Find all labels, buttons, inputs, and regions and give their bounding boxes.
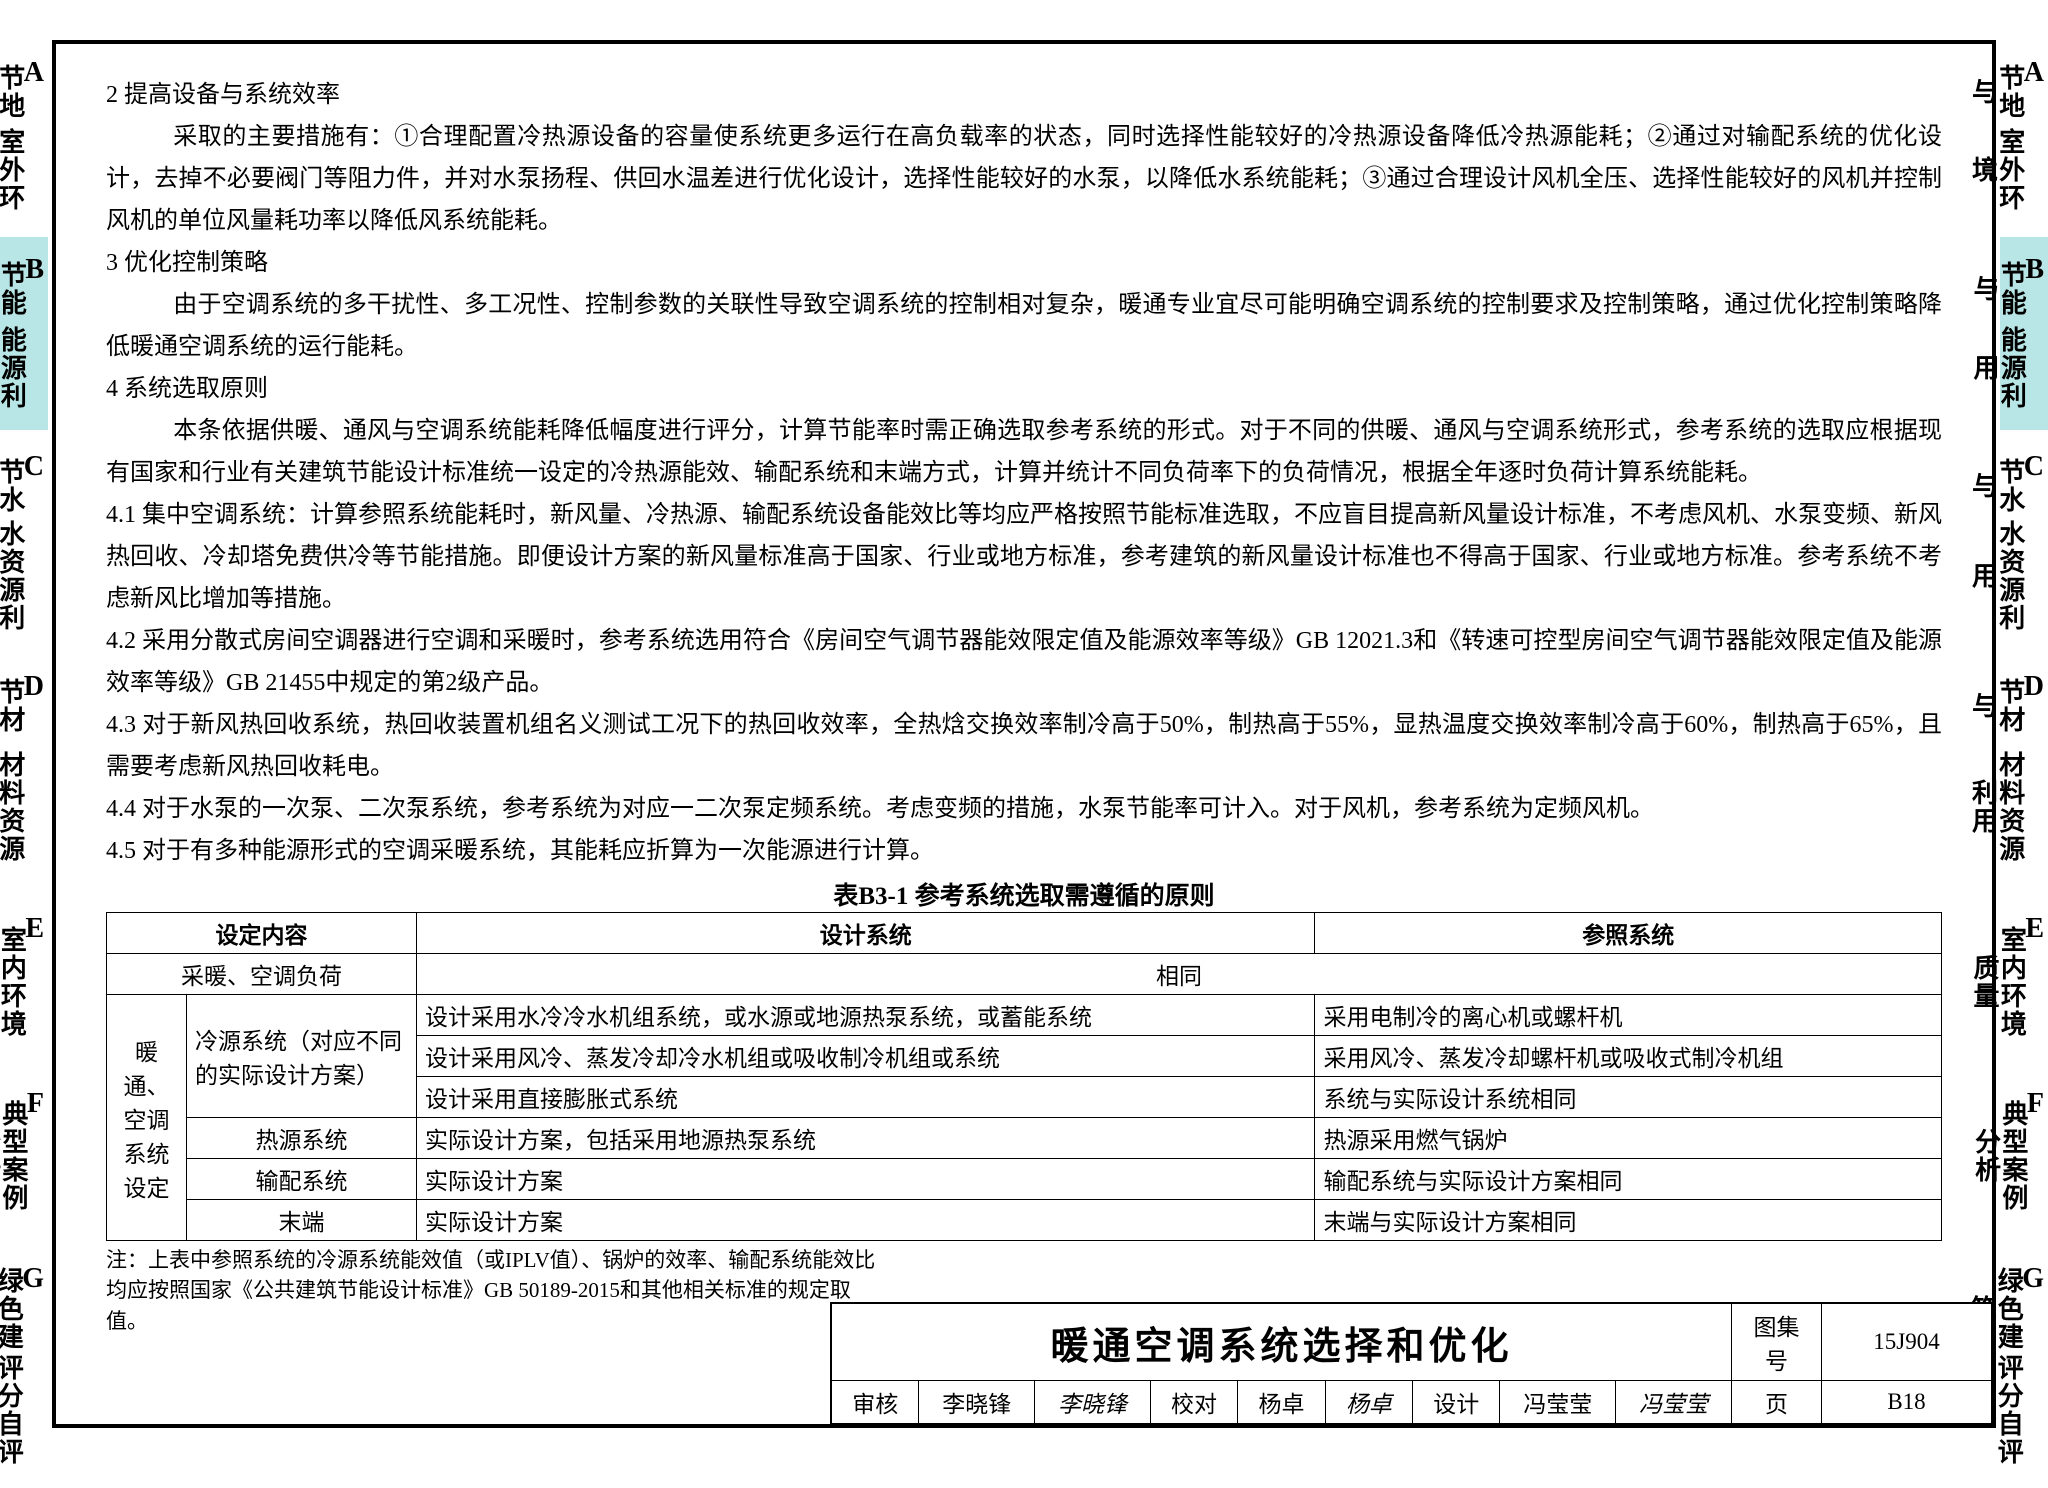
doc-title: 暖通空调系统选择和优化 <box>832 1304 1732 1381</box>
table-row: 热源系统 实际设计方案，包括采用地源热泵系统 热源采用燃气锅炉 <box>107 1118 1942 1159</box>
side-tab-c[interactable]: C水资源利用节水与 <box>2000 434 2048 650</box>
side-tab-a[interactable]: A室外环境节地与 <box>2000 40 2048 233</box>
para-4-2: 4.2 采用分散式房间空调器进行空调和采暖时，参考系统选用符合《房间空气调节器能… <box>106 620 1942 704</box>
table-row: 输配系统 实际设计方案 输配系统与实际设计方案相同 <box>107 1159 1942 1200</box>
cell: 设计采用直接膨胀式系统 <box>417 1077 1315 1118</box>
footnote: 注：上表中参照系统的冷源系统能效值（或IPLV值）、锅炉的效率、输配系统能效比均… <box>106 1245 877 1336</box>
page-label: 页 <box>1732 1381 1822 1424</box>
cell: 实际设计方案，包括采用地源热泵系统 <box>417 1118 1315 1159</box>
table-header-row: 设定内容 设计系统 参照系统 <box>107 913 1942 954</box>
table-row: 暖通、空调系统设定 冷源系统（对应不同的实际设计方案） 设计采用水冷冷水机组系统… <box>107 995 1942 1036</box>
tab-letter: B <box>25 255 46 284</box>
side-tab-f[interactable]: F典型案例分析 <box>0 1071 48 1242</box>
page-root: A室外环境节地与B能源利用节能与C水资源利用节水与D材料资源利用节材与E室内环境… <box>0 0 2048 1488</box>
cell: 设计采用水冷冷水机组系统，或水源或地源热泵系统，或蓄能系统 <box>417 995 1315 1036</box>
table-title: 表B3-1 参考系统选取需遵循的原则 <box>106 876 1942 912</box>
para-4: 本条依据供暖、通风与空调系统能耗降低幅度进行评分，计算节能率时需正确选取参考系统… <box>106 410 1942 494</box>
side-tab-g[interactable]: G评分自评表绿色建筑 <box>2000 1246 2048 1484</box>
design-sign: 冯莹莹 <box>1616 1381 1732 1424</box>
tab-letter: G <box>2022 1264 2046 1293</box>
para-4-3: 4.3 对于新风热回收系统，热回收装置机组名义测试工况下的热回收效率，全热焓交换… <box>106 704 1942 788</box>
main-frame: 2 提高设备与系统效率 采取的主要措施有：①合理配置冷热源设备的容量使系统更多运… <box>52 40 1996 1428</box>
tab-letter: D <box>24 672 46 701</box>
cell-cold-label: 冷源系统（对应不同的实际设计方案） <box>187 995 417 1118</box>
table-row: 采暖、空调负荷 相同 <box>107 954 1942 995</box>
check-sign: 杨卓 <box>1325 1381 1412 1424</box>
title-block: 暖通空调系统选择和优化 图集号 15J904 审核 李晓锋 李晓锋 校对 杨卓 … <box>830 1302 1996 1428</box>
th-design: 设计系统 <box>417 913 1315 954</box>
side-tab-e[interactable]: E室内环境质量 <box>2000 896 2048 1067</box>
cell: 系统与实际设计系统相同 <box>1315 1077 1942 1118</box>
cell-load-label: 采暖、空调负荷 <box>107 954 417 995</box>
cell: 热源系统 <box>187 1118 417 1159</box>
tab-letter: C <box>24 452 46 481</box>
side-tab-b[interactable]: B能源利用节能与 <box>0 237 48 430</box>
side-tab-g[interactable]: G评分自评表绿色建筑 <box>0 1246 48 1484</box>
tab-letter: D <box>2024 672 2046 701</box>
cell: 采用风冷、蒸发冷却螺杆机或吸收式制冷机组 <box>1315 1036 1942 1077</box>
design-name: 冯莹莹 <box>1500 1381 1616 1424</box>
side-tab-d[interactable]: D材料资源利用节材与 <box>2000 654 2048 892</box>
cell: 实际设计方案 <box>417 1200 1315 1241</box>
cell: 热源采用燃气锅炉 <box>1315 1118 1942 1159</box>
tab-letter: C <box>2024 452 2046 481</box>
heading-4: 4 系统选取原则 <box>106 368 1942 410</box>
tab-letter: F <box>2027 1089 2046 1118</box>
cell: 输配系统 <box>187 1159 417 1200</box>
para-4-1: 4.1 集中空调系统：计算参照系统能耗时，新风量、冷热源、输配系统设备能效比等均… <box>106 494 1942 620</box>
side-tab-c[interactable]: C水资源利用节水与 <box>0 434 48 650</box>
principles-table: 设定内容 设计系统 参照系统 采暖、空调负荷 相同 暖通、空调系统设定 冷源系统… <box>106 912 1942 1241</box>
cell-group: 暖通、空调系统设定 <box>107 995 187 1241</box>
side-tab-a[interactable]: A室外环境节地与 <box>0 40 48 233</box>
cell: 实际设计方案 <box>417 1159 1315 1200</box>
para-4-4: 4.4 对于水泵的一次泵、二次泵系统，参考系统为对应一二次泵定频系统。考虑变频的… <box>106 788 1942 830</box>
book-label: 图集号 <box>1732 1304 1822 1381</box>
left-tabs: A室外环境节地与B能源利用节能与C水资源利用节水与D材料资源利用节材与E室内环境… <box>0 0 48 1488</box>
cell: 输配系统与实际设计方案相同 <box>1315 1159 1942 1200</box>
para-2: 采取的主要措施有：①合理配置冷热源设备的容量使系统更多运行在高负载率的状态，同时… <box>106 116 1942 242</box>
check-label: 校对 <box>1150 1381 1237 1424</box>
cell: 末端 <box>187 1200 417 1241</box>
tab-letter: E <box>25 914 46 943</box>
side-tab-b[interactable]: B能源利用节能与 <box>2000 237 2048 430</box>
tab-letter: A <box>24 58 46 87</box>
tab-letter: E <box>2025 914 2046 943</box>
table-row: 末端 实际设计方案 末端与实际设计方案相同 <box>107 1200 1942 1241</box>
side-tab-f[interactable]: F典型案例分析 <box>2000 1071 2048 1242</box>
right-tabs: A室外环境节地与B能源利用节能与C水资源利用节水与D材料资源利用节材与E室内环境… <box>2000 0 2048 1488</box>
tab-letter: B <box>2025 255 2046 284</box>
heading-3: 3 优化控制策略 <box>106 242 1942 284</box>
review-sign: 李晓锋 <box>1035 1381 1151 1424</box>
side-tab-e[interactable]: E室内环境质量 <box>0 896 48 1067</box>
tab-letter: G <box>22 1264 46 1293</box>
tab-letter: F <box>27 1089 46 1118</box>
heading-2: 2 提高设备与系统效率 <box>106 74 1942 116</box>
review-label: 审核 <box>832 1381 919 1424</box>
th-ref: 参照系统 <box>1315 913 1942 954</box>
side-tab-d[interactable]: D材料资源利用节材与 <box>0 654 48 892</box>
check-name: 杨卓 <box>1238 1381 1325 1424</box>
para-4-5: 4.5 对于有多种能源形式的空调采暖系统，其能耗应折算为一次能源进行计算。 <box>106 830 1942 872</box>
cell: 末端与实际设计方案相同 <box>1315 1200 1942 1241</box>
book-number: 15J904 <box>1822 1304 1992 1381</box>
review-name: 李晓锋 <box>919 1381 1035 1424</box>
para-3: 由于空调系统的多干扰性、多工况性、控制参数的关联性导致空调系统的控制相对复杂，暖… <box>106 284 1942 368</box>
cell: 设计采用风冷、蒸发冷却冷水机组或吸收制冷机组或系统 <box>417 1036 1315 1077</box>
tab-letter: A <box>2024 58 2046 87</box>
cell: 采用电制冷的离心机或螺杆机 <box>1315 995 1942 1036</box>
design-label: 设计 <box>1413 1381 1500 1424</box>
cell-load-value: 相同 <box>417 954 1942 995</box>
th-setting: 设定内容 <box>107 913 417 954</box>
page-number: B18 <box>1822 1381 1992 1424</box>
body-text: 2 提高设备与系统效率 采取的主要措施有：①合理配置冷热源设备的容量使系统更多运… <box>106 74 1942 872</box>
